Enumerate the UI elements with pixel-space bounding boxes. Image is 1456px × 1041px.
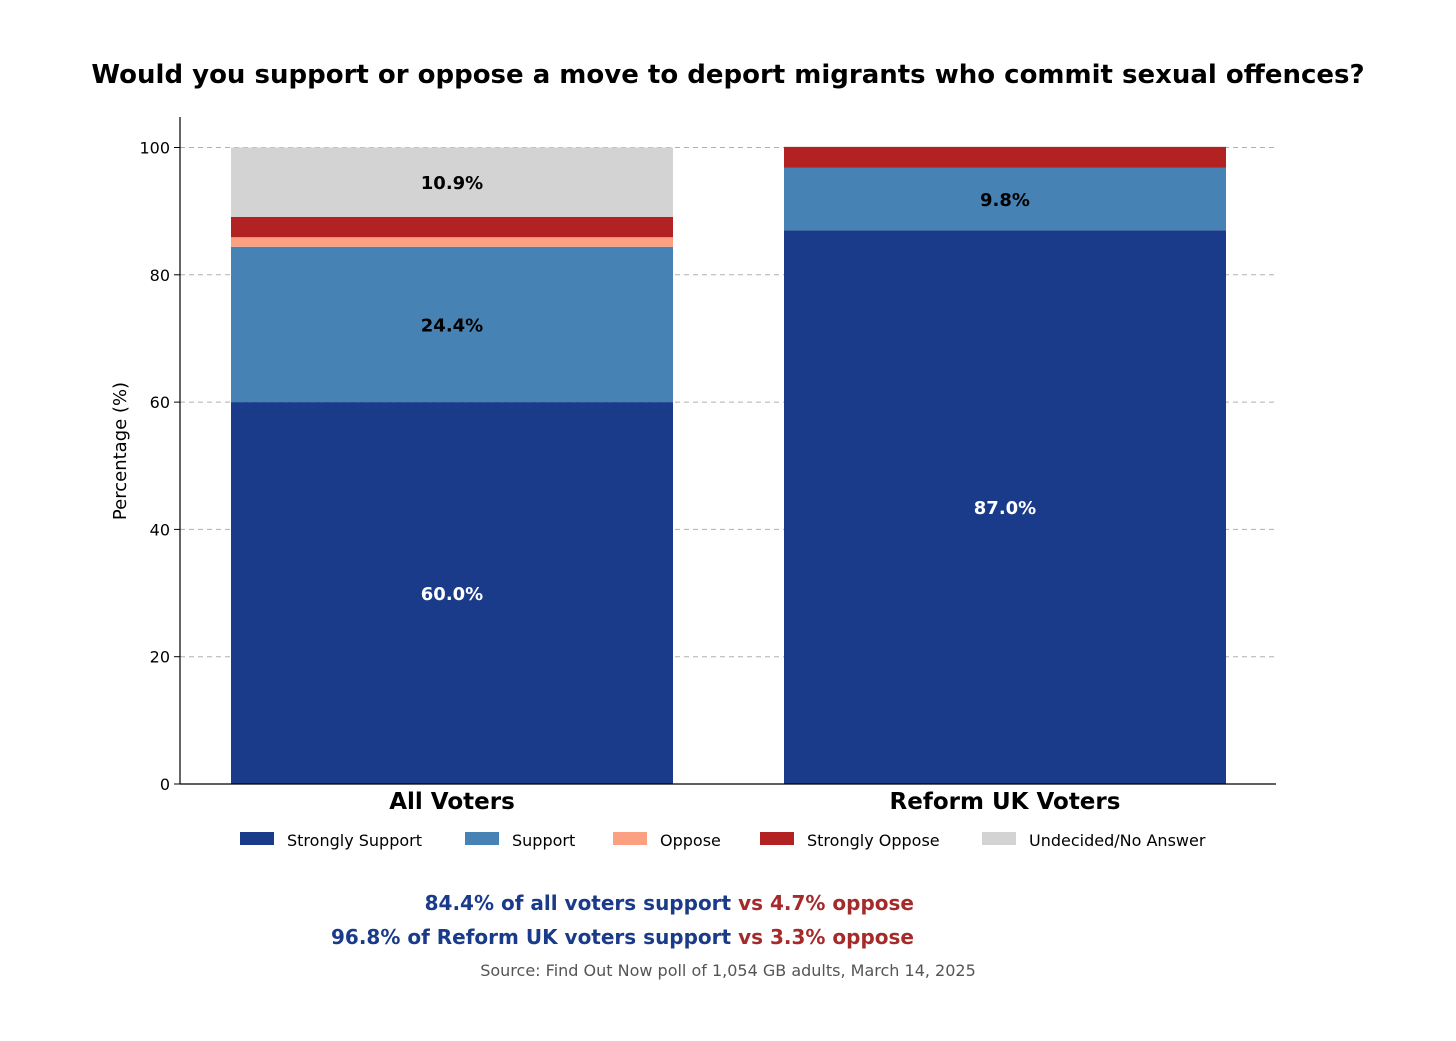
- legend-label: Strongly Support: [287, 831, 422, 850]
- legend-label: Strongly Oppose: [807, 831, 940, 850]
- summary-line-2: 96.8% of Reform UK voters support vs 3.3…: [331, 925, 914, 949]
- x-category-label: Reform UK Voters: [890, 789, 1121, 815]
- y-tick-label: 80: [150, 266, 170, 285]
- y-tick-label: 20: [150, 648, 170, 667]
- bar-segment: [231, 246, 673, 403]
- summary-1-oppose: vs 4.7% oppose: [731, 891, 914, 915]
- bar-segment: [231, 216, 673, 238]
- bar-segment: [231, 147, 673, 217]
- data-label: 9.8%: [980, 190, 1030, 211]
- y-axis-label: Percentage (%): [110, 382, 131, 520]
- data-label: 87.0%: [974, 498, 1036, 519]
- legend-swatch: [760, 832, 794, 845]
- data-label: 10.9%: [421, 173, 483, 194]
- bar-segment: [231, 237, 673, 247]
- legend-swatch: [613, 832, 647, 845]
- summary-2-oppose: vs 3.3% oppose: [731, 925, 914, 949]
- legend: Strongly Support Support Oppose Strongly Op…: [240, 831, 1206, 850]
- bar-segment: [784, 146, 1226, 168]
- legend-label: Undecided/No Answer: [1029, 831, 1206, 850]
- y-tick-label: 100: [139, 139, 170, 158]
- data-labels: 60.0% 24.4% 10.9% 87.0% 9.8%: [421, 173, 1036, 605]
- legend-swatch: [465, 832, 499, 845]
- summary-1-support: 84.4% of all voters support: [425, 891, 732, 915]
- summary-2-support: 96.8% of Reform UK voters support: [331, 925, 732, 949]
- legend-swatch: [240, 832, 274, 845]
- y-tick-label: 40: [150, 520, 170, 539]
- bars: [231, 146, 1226, 784]
- x-category-label: All Voters: [389, 789, 515, 815]
- summary-line-1: 84.4% of all voters support vs 4.7% oppo…: [425, 891, 914, 915]
- source-note: Source: Find Out Now poll of 1,054 GB ad…: [480, 961, 976, 980]
- legend-label: Support: [512, 831, 575, 850]
- axes: 0 20 40 60 80 100 All Voters Reform UK Voters: [139, 117, 1276, 815]
- summary: 84.4% of all voters support vs 4.7% oppo…: [331, 891, 914, 949]
- y-tick-label: 60: [150, 393, 170, 412]
- data-label: 24.4%: [421, 315, 483, 336]
- legend-label: Oppose: [660, 831, 721, 850]
- data-label: 60.0%: [421, 584, 483, 605]
- bar-segment: [231, 402, 673, 784]
- y-tick-label: 0: [160, 775, 170, 794]
- legend-swatch: [982, 832, 1016, 845]
- bar-segment: [784, 167, 1226, 231]
- bar-segment: [784, 230, 1226, 784]
- chart-title: Would you support or oppose a move to de…: [91, 60, 1364, 90]
